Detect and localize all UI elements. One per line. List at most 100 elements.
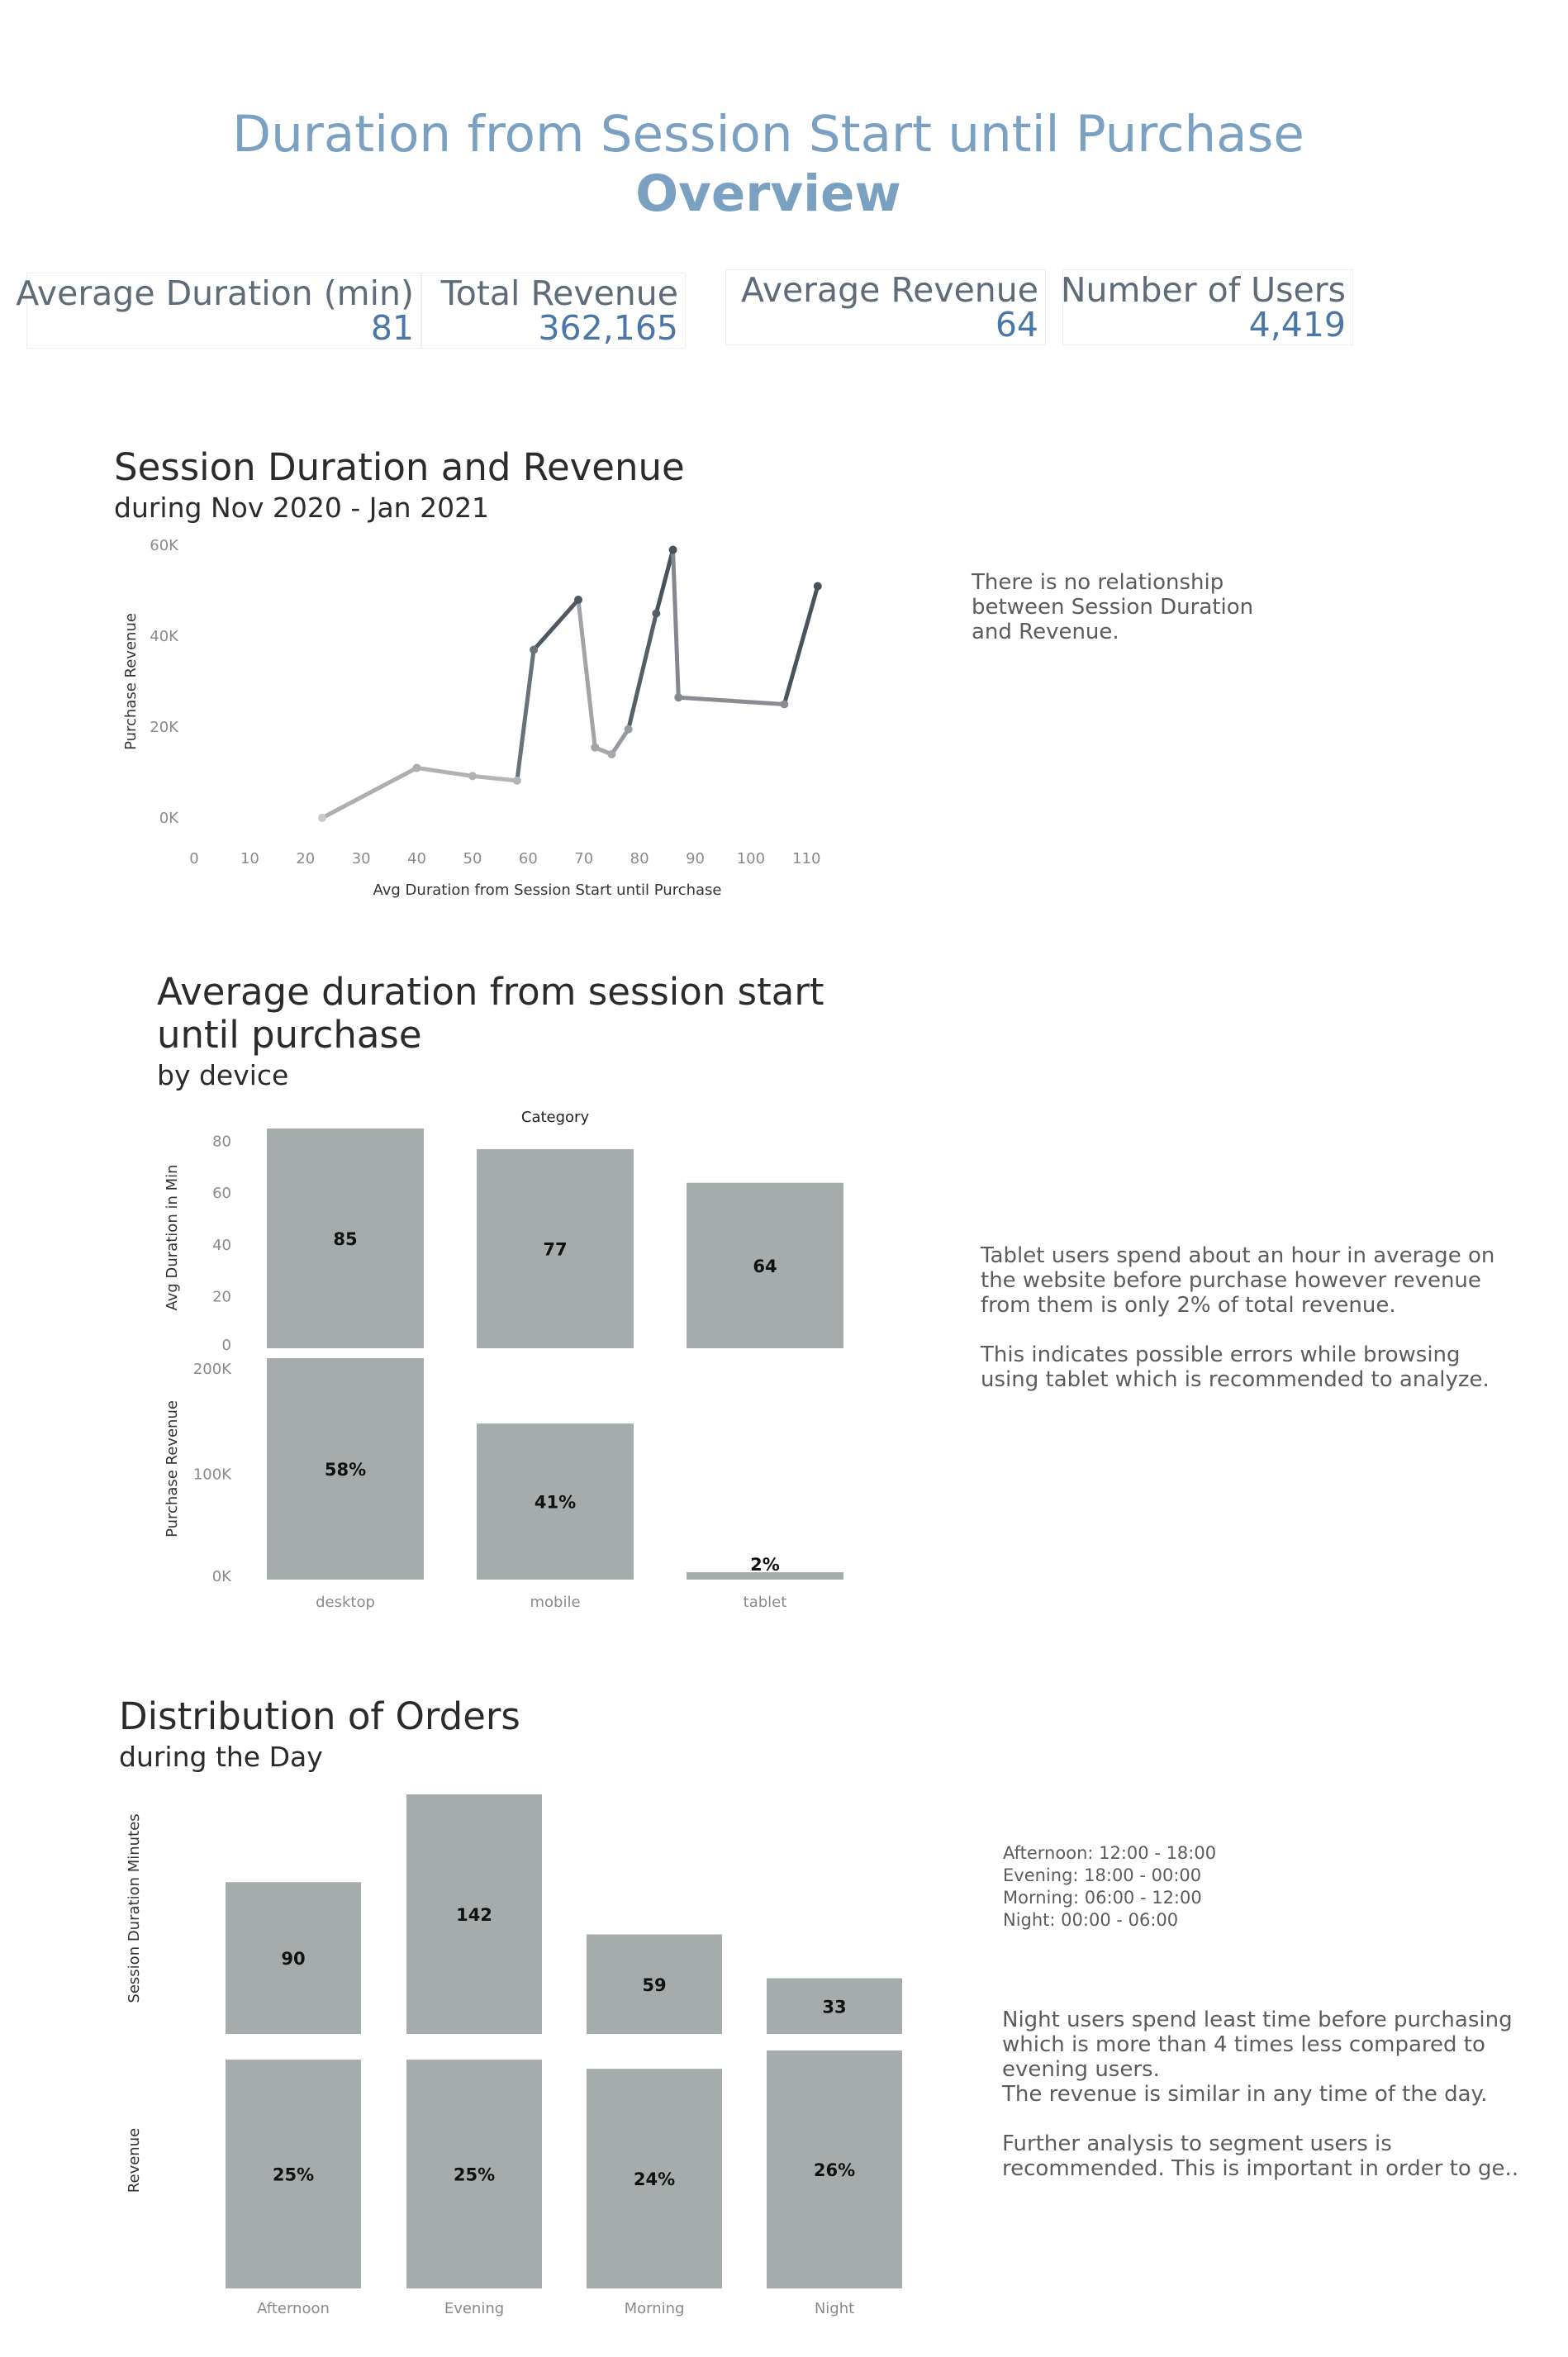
bar-value-label: 33	[822, 1997, 846, 2017]
bar-value-label: 59	[642, 1975, 666, 1995]
bar-value-label: 2%	[750, 1555, 780, 1575]
bar	[226, 1882, 361, 2034]
section-subtitle-day: during the Day	[119, 1741, 323, 1773]
x-tick-label: 10	[240, 850, 259, 867]
x-category-label: mobile	[530, 1594, 580, 1611]
x-category-label: Night	[815, 2300, 854, 2317]
bar	[587, 1934, 722, 2034]
y-tick-label: 20K	[150, 719, 179, 736]
bar	[687, 1182, 843, 1348]
line-segment	[531, 597, 581, 652]
x-category-label: desktop	[316, 1594, 375, 1611]
bar-value-label: 85	[333, 1229, 357, 1249]
bar-value-label: 77	[543, 1240, 567, 1260]
y-axis-label: Revenue	[126, 2128, 143, 2193]
line-segment	[415, 766, 475, 778]
data-point	[780, 700, 789, 709]
bar-value-label: 25%	[454, 2165, 495, 2185]
line-segment	[515, 648, 536, 783]
data-point	[668, 545, 677, 554]
y-axis-label: Session Duration Minutes	[126, 1813, 143, 2003]
bar-value-label: 25%	[273, 2165, 314, 2185]
x-tick-label: 100	[737, 850, 765, 867]
kpi-number-of-users: Number of Users 4,419	[1060, 269, 1353, 345]
x-category-label: Afternoon	[257, 2300, 330, 2317]
bar-value-label: 64	[753, 1257, 777, 1276]
y-tick-label: 40K	[150, 628, 179, 645]
x-tick-label: 40	[407, 850, 426, 867]
kpi-label: Average Revenue	[741, 270, 1038, 310]
section-subtitle-device: by device	[157, 1059, 289, 1091]
y-axis-label: Purchase Revenue	[122, 613, 140, 750]
bar-chart-time-of-day: Session Duration Minutes 90 142 59 33 Revenue…	[126, 1794, 902, 2317]
x-tick-label: 30	[352, 850, 371, 867]
bar	[767, 2050, 902, 2288]
y-tick-label: 100K	[193, 1466, 232, 1483]
bar-value-label: 24%	[634, 2169, 675, 2189]
section-title-duration-revenue: Session Duration and Revenue	[114, 445, 685, 489]
data-point	[412, 763, 421, 772]
y-axis-label: Avg Duration in Min	[164, 1164, 181, 1310]
line-segment	[320, 766, 420, 820]
bar-value-label: 26%	[814, 2160, 855, 2180]
bar	[267, 1358, 424, 1580]
x-tick-label: 20	[296, 850, 315, 867]
section-subtitle-period: during Nov 2020 - Jan 2021	[114, 492, 490, 524]
kpi-total-revenue: Total Revenue 362,165	[421, 273, 686, 349]
bar	[587, 2069, 722, 2288]
section-title-line: until purchase	[157, 1012, 422, 1057]
kpi-value: 362,165	[538, 308, 678, 348]
kpi-label: Total Revenue	[440, 273, 678, 313]
y-axis-label: Purchase Revenue	[164, 1400, 181, 1537]
section-title-line: Average duration from session start	[157, 970, 824, 1014]
y-tick-label: 80	[212, 1133, 231, 1151]
line-segment	[609, 727, 631, 757]
y-tick-label: 60K	[150, 537, 179, 554]
data-point	[674, 693, 683, 702]
data-point	[512, 776, 521, 785]
data-point	[468, 772, 477, 781]
x-axis-label: Avg Duration from Session Start until Pu…	[373, 881, 722, 899]
data-point	[574, 596, 582, 604]
kpi-value: 4,419	[1248, 305, 1346, 345]
x-tick-label: 70	[574, 850, 593, 867]
x-tick-label: 90	[686, 850, 705, 867]
x-tick-label: 0	[189, 850, 198, 867]
bar-value-label: 142	[456, 1905, 492, 1925]
y-tick-label: 20	[212, 1288, 231, 1305]
x-tick-label: 50	[463, 850, 482, 867]
x-tick-label: 80	[630, 850, 649, 867]
kpi-label: Average Duration (min)	[16, 273, 414, 313]
section-title-order-distribution: Distribution of Orders	[119, 1694, 520, 1738]
x-tick-label: 110	[792, 850, 820, 867]
y-tick-label: 200K	[193, 1361, 232, 1378]
line-segment	[676, 695, 786, 706]
kpi-value: 64	[995, 305, 1038, 345]
x-category-label: Morning	[625, 2300, 685, 2317]
kpi-label: Number of Users	[1060, 270, 1346, 310]
x-category-label: Evening	[444, 2300, 504, 2317]
bar	[267, 1129, 424, 1348]
x-category-label: tablet	[744, 1594, 787, 1611]
data-point	[607, 750, 616, 758]
y-tick-label: 60	[212, 1185, 231, 1202]
bar	[477, 1423, 634, 1580]
kpi-value: 81	[370, 308, 414, 348]
data-point	[591, 743, 600, 752]
line-chart-duration-revenue: 0 10 20 30 40 50 60 70 80 90 100 110 0K 20K 40K 60K Avg …	[122, 537, 822, 899]
bar	[477, 1149, 634, 1348]
bar	[226, 2060, 361, 2288]
insight-note-tablet: Tablet users spend about an hour in aver…	[981, 1243, 1495, 1392]
page-title: Duration from Session Start until Purcha…	[232, 105, 1304, 164]
bar-value-label: 90	[281, 1949, 305, 1969]
bar-chart-device: Category 0 20 40 60 80 Avg Duration in Min 85 77…	[164, 1109, 843, 1611]
line-segment	[470, 773, 520, 783]
line-segment	[653, 548, 676, 615]
insight-note-relationship: There is no relationship between Session…	[972, 570, 1254, 644]
kpi-average-revenue: Average Revenue 64	[725, 269, 1046, 345]
bar	[406, 2060, 542, 2288]
bar-value-label: 58%	[325, 1460, 366, 1480]
bar	[406, 1794, 542, 2034]
data-point	[530, 645, 539, 654]
kpi-average-duration: Average Duration (min) 81	[16, 273, 421, 349]
